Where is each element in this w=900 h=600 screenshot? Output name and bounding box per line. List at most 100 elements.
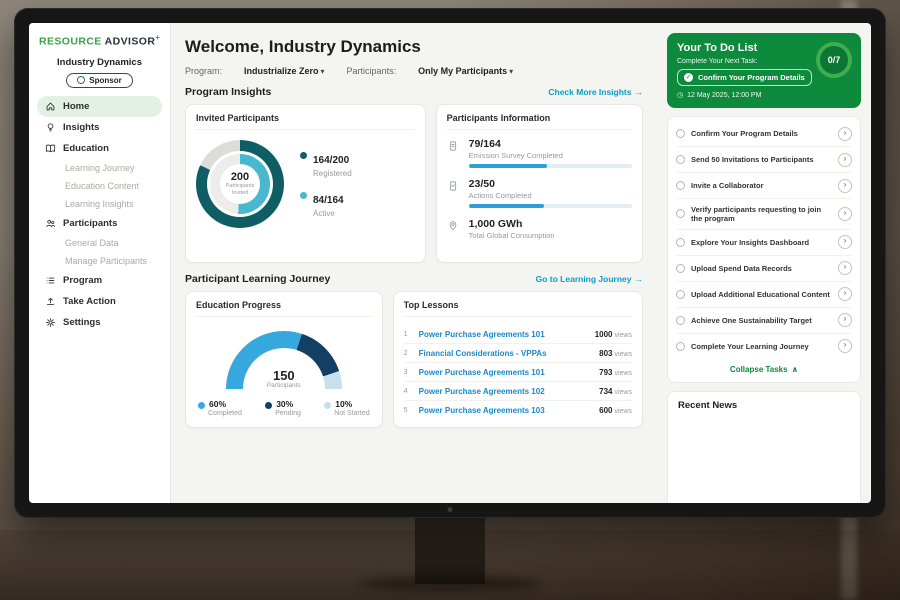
lesson-link[interactable]: Financial Considerations - VPPAs: [418, 348, 547, 358]
legend-active: 84/164 Active: [300, 190, 352, 218]
chevron-right-icon[interactable]: ›: [838, 126, 852, 141]
chevron-right-icon[interactable]: ›: [838, 235, 852, 250]
participants-filter-label: Participants:: [346, 66, 397, 76]
education-icon: [45, 144, 56, 152]
lesson-rank: 2: [403, 349, 408, 357]
task-row[interactable]: Send 50 Invitations to Participants ›: [676, 147, 852, 173]
main-content: Welcome, Industry Dynamics Program: Indu…: [171, 23, 657, 503]
task-row[interactable]: Explore Your Insights Dashboard ›: [676, 230, 852, 256]
sidebar-item-insights[interactable]: Insights: [37, 117, 162, 138]
lesson-link[interactable]: Power Purchase Agreements 102: [418, 386, 545, 396]
program-insights-title: Program Insights: [185, 86, 272, 98]
task-checkbox[interactable]: [676, 263, 685, 273]
chevron-up-icon: ∧: [791, 364, 799, 374]
lesson-link[interactable]: Power Purchase Agreements 101: [418, 329, 545, 339]
emission-survey-progressbar: [468, 164, 632, 168]
monitor-bezel: RESOURCE ADVISOR+ Industry Dynamics Spon…: [14, 8, 886, 518]
task-checkbox[interactable]: [676, 289, 685, 299]
task-row[interactable]: Achieve One Sustainability Target ›: [676, 308, 852, 334]
task-list: Confirm Your Program Details › Send 50 I…: [676, 121, 852, 359]
chevron-down-icon: ▾: [509, 67, 514, 76]
sidebar-item-manage-participants[interactable]: Manage Participants: [65, 255, 148, 266]
monitor-stand: [415, 514, 485, 584]
legend-pending: 30% Pending: [265, 399, 301, 417]
home-icon: [46, 102, 55, 110]
legend-dot: [324, 401, 332, 409]
next-task-datetime: ◷ 12 May 2025, 12:00 PM: [677, 91, 762, 100]
survey-icon: [447, 138, 461, 168]
collapse-tasks-link[interactable]: Collapse Tasks ∧: [729, 364, 799, 374]
donut-center: 200 Participants Invited: [220, 164, 260, 204]
chevron-right-icon[interactable]: ›: [838, 152, 852, 167]
chevron-right-icon[interactable]: ›: [838, 261, 852, 276]
lesson-rank: 5: [403, 406, 408, 414]
lesson-link[interactable]: Power Purchase Agreements 101: [418, 367, 545, 377]
participants-filter-select[interactable]: Only My Participants ▾: [418, 66, 514, 76]
task-checkbox[interactable]: [676, 155, 685, 164]
sidebar-item-education-content[interactable]: Education Content: [65, 180, 140, 191]
chevron-right-icon[interactable]: ›: [838, 313, 852, 328]
brand-logo: RESOURCE ADVISOR+: [37, 33, 162, 48]
legend-dot: [300, 192, 307, 199]
brand-primary: RESOURCE: [39, 35, 102, 48]
task-label: Invite a Collaborator: [691, 180, 764, 190]
recent-news-card: Recent News: [667, 390, 861, 503]
lesson-row: 2 Financial Considerations - VPPAs 803 vi…: [403, 344, 632, 363]
chevron-right-icon[interactable]: ›: [838, 206, 852, 221]
chevron-right-icon[interactable]: ›: [838, 287, 852, 302]
task-row[interactable]: Upload Additional Educational Content ›: [676, 282, 852, 308]
lesson-rank: 1: [403, 330, 408, 338]
program-filter-select[interactable]: Industrialize Zero ▾: [244, 66, 325, 76]
gauge-center: 150 Participants: [266, 368, 301, 389]
sidebar-item-settings[interactable]: Settings: [37, 312, 162, 333]
program-icon: [46, 277, 55, 283]
task-row[interactable]: Complete Your Learning Journey ›: [676, 334, 852, 359]
task-row[interactable]: Verify participants requesting to join t…: [676, 199, 852, 230]
task-row[interactable]: Confirm Your Program Details ›: [676, 121, 852, 147]
sidebar-item-general-data[interactable]: General Data: [65, 237, 119, 248]
check-more-insights-link[interactable]: Check More Insights →: [548, 87, 643, 97]
task-checkbox[interactable]: [676, 129, 685, 138]
task-label: Explore Your Insights Dashboard: [691, 237, 810, 247]
lesson-row: 5 Power Purchase Agreements 103 600 views: [404, 401, 632, 419]
recent-news-title: Recent News: [678, 399, 738, 411]
chevron-right-icon[interactable]: ›: [838, 178, 852, 193]
participants-information-card: Participants Information 79/164 Emission…: [435, 104, 643, 263]
legend-dot: [265, 401, 273, 409]
task-checkbox[interactable]: [676, 315, 685, 325]
task-checkbox[interactable]: [676, 341, 685, 351]
sidebar-item-take-action[interactable]: Take Action: [37, 291, 162, 312]
check-icon: ✓: [684, 73, 693, 82]
sidebar-item-learning-insights[interactable]: Learning Insights: [65, 198, 134, 209]
sidebar-item-education[interactable]: Education: [37, 138, 162, 159]
sidebar-item-home[interactable]: Home: [37, 95, 162, 117]
task-label: Achieve One Sustainability Target: [691, 315, 812, 325]
lesson-rank: 4: [403, 387, 408, 395]
sidebar-item-program[interactable]: Program: [37, 270, 162, 291]
lesson-link[interactable]: Power Purchase Agreements 103: [418, 405, 545, 415]
sidebar-item-participants[interactable]: Participants: [37, 213, 162, 234]
app-window: RESOURCE ADVISOR+ Industry Dynamics Spon…: [29, 23, 871, 503]
sponsor-badge[interactable]: Sponsor: [66, 72, 133, 88]
chevron-right-icon[interactable]: ›: [838, 339, 852, 354]
sidebar-item-learning-journey[interactable]: Learning Journey: [65, 162, 135, 173]
monitor-brand-dot: [447, 507, 453, 512]
top-lessons-title: Top Lessons: [403, 300, 632, 317]
task-checkbox[interactable]: [676, 209, 685, 219]
task-row[interactable]: Upload Spend Data Records ›: [676, 256, 852, 282]
lesson-views: 793 views: [599, 367, 632, 377]
task-row[interactable]: Invite a Collaborator ›: [676, 173, 852, 199]
lesson-views: 600 views: [599, 405, 632, 415]
sidebar: RESOURCE ADVISOR+ Industry Dynamics Spon…: [29, 23, 171, 503]
top-lessons-card: Top Lessons 1 Power Purchase Agreements …: [392, 291, 643, 428]
task-checkbox[interactable]: [676, 181, 685, 190]
sponsor-label: Sponsor: [89, 75, 122, 85]
go-to-learning-journey-link[interactable]: Go to Learning Journey →: [535, 274, 643, 284]
next-task-chip[interactable]: ✓ Confirm Your Program Details: [677, 69, 812, 86]
task-checkbox[interactable]: [676, 237, 685, 247]
invited-participants-title: Invited Participants: [196, 113, 415, 130]
todo-title: Your To Do List: [677, 42, 758, 54]
actions-completed-progressbar: [468, 204, 632, 208]
legend-completed: 60% Completed: [198, 399, 242, 417]
task-label: Complete Your Learning Journey: [691, 341, 809, 351]
